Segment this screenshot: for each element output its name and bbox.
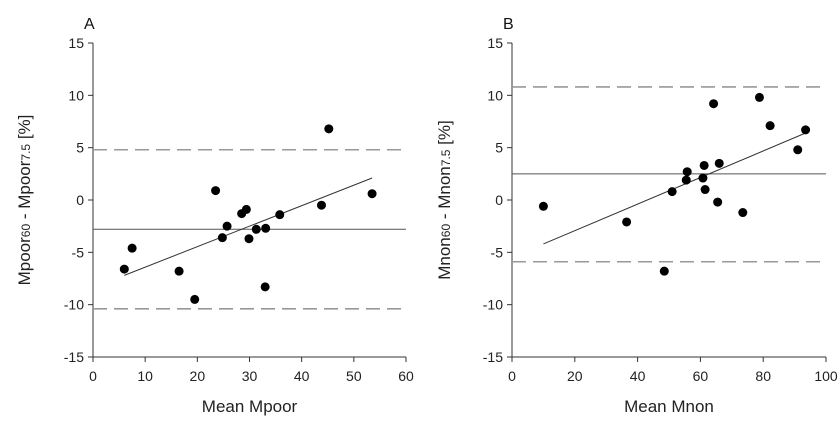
data-point (714, 158, 724, 168)
data-point (659, 266, 669, 276)
data-point (261, 223, 271, 233)
y-tick-label: 0 (495, 192, 503, 208)
y-axis-label-text: [%] (15, 115, 34, 144)
y-axis-label-subscript: 60 (439, 224, 453, 238)
x-tick-label: 50 (346, 368, 362, 384)
data-point (217, 233, 227, 243)
data-point (324, 124, 334, 134)
y-axis-label: Mnon60 - Mnon7.5 [%] (435, 120, 454, 280)
data-point (700, 185, 710, 195)
y-axis-label-subscript: 60 (19, 224, 33, 238)
y-tick-label: 15 (68, 35, 84, 51)
data-point (127, 243, 137, 253)
x-tick-label: 0 (89, 368, 97, 384)
x-tick-label: 10 (137, 368, 153, 384)
x-tick-label: 40 (294, 368, 310, 384)
y-tick-label: -5 (491, 244, 504, 260)
data-point (699, 160, 709, 170)
data-point (211, 186, 221, 196)
panel-label: B (503, 16, 514, 33)
data-point (793, 145, 803, 155)
data-point (538, 201, 548, 211)
x-tick-label: 100 (814, 368, 838, 384)
y-tick-label: 10 (487, 87, 503, 103)
data-point (713, 197, 723, 207)
x-axis-label: Mean Mnon (624, 397, 714, 416)
panel-label: A (84, 16, 95, 33)
data-point (765, 121, 775, 131)
panel-b: -15 -10 -5 0 5 10 15 0 20 40 60 80 100 B Mean Mnon Mnon… (435, 16, 838, 416)
x-tick-label: 80 (755, 368, 771, 384)
data-point (260, 282, 270, 292)
y-axis-label: Mpoor60 - Mpoor7.5 [%] (15, 115, 34, 286)
y-axis-label-text: - Mnon (435, 166, 454, 224)
data-point (275, 210, 285, 220)
x-tick-label: 20 (567, 368, 583, 384)
y-axis-label-subscript: 7.5 (439, 149, 453, 166)
y-tick-label: -15 (483, 349, 503, 365)
y-tick-label: 15 (487, 35, 503, 51)
y-axis-label-text: - Mpoor (15, 160, 34, 224)
panel-a: -15 -10 -5 0 5 10 15 0 10 20 30 40 50 60 A Mean Mpoor Mp… (15, 16, 414, 416)
y-tick-label: -10 (483, 297, 503, 313)
y-axis-label-subscript: 7.5 (19, 144, 33, 161)
data-point (190, 294, 200, 304)
y-axis-label-text: Mpoor (15, 237, 34, 286)
data-point (251, 224, 261, 234)
data-point (754, 92, 764, 102)
data-point (682, 167, 692, 177)
y-tick-label: 5 (76, 140, 84, 156)
y-tick-label: 10 (68, 87, 84, 103)
x-tick-label: 20 (190, 368, 206, 384)
y-tick-label: 0 (76, 192, 84, 208)
data-point (738, 208, 748, 218)
x-tick-label: 0 (508, 368, 516, 384)
data-point (244, 234, 254, 244)
y-tick-label: 5 (495, 140, 503, 156)
y-tick-label: -10 (64, 297, 84, 313)
x-tick-label: 40 (630, 368, 646, 384)
data-point (622, 217, 632, 227)
y-tick-label: -5 (72, 244, 85, 260)
data-point (801, 125, 811, 135)
data-point (241, 204, 251, 214)
data-point (698, 173, 708, 183)
x-tick-label: 60 (693, 368, 709, 384)
y-tick-label: -15 (64, 349, 84, 365)
regression-line (124, 177, 373, 276)
y-axis-label-text: [%] (435, 120, 454, 149)
x-tick-label: 60 (398, 368, 414, 384)
y-axis-label-text: Mnon (435, 237, 454, 280)
x-axis-label: Mean Mpoor (202, 397, 298, 416)
data-point (174, 266, 184, 276)
x-tick-label: 30 (242, 368, 258, 384)
data-point (709, 99, 719, 109)
data-point (316, 200, 326, 210)
data-point (119, 264, 129, 274)
data-point (681, 175, 691, 185)
data-point (667, 187, 677, 197)
data-point (367, 189, 377, 199)
data-point (222, 221, 232, 231)
